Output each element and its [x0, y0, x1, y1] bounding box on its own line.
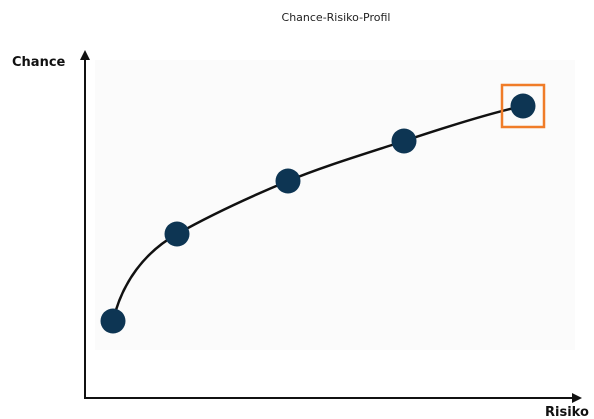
point	[164, 221, 190, 247]
point	[275, 168, 301, 194]
point	[391, 128, 417, 154]
y-axis-label: Chance	[12, 55, 66, 70]
point	[100, 308, 126, 334]
point	[510, 93, 536, 119]
plot-area	[95, 60, 575, 350]
title: Chance-Risiko-Profil	[282, 11, 391, 24]
highlight-box	[500, 83, 546, 129]
x-axis-label: Risiko	[545, 405, 589, 419]
